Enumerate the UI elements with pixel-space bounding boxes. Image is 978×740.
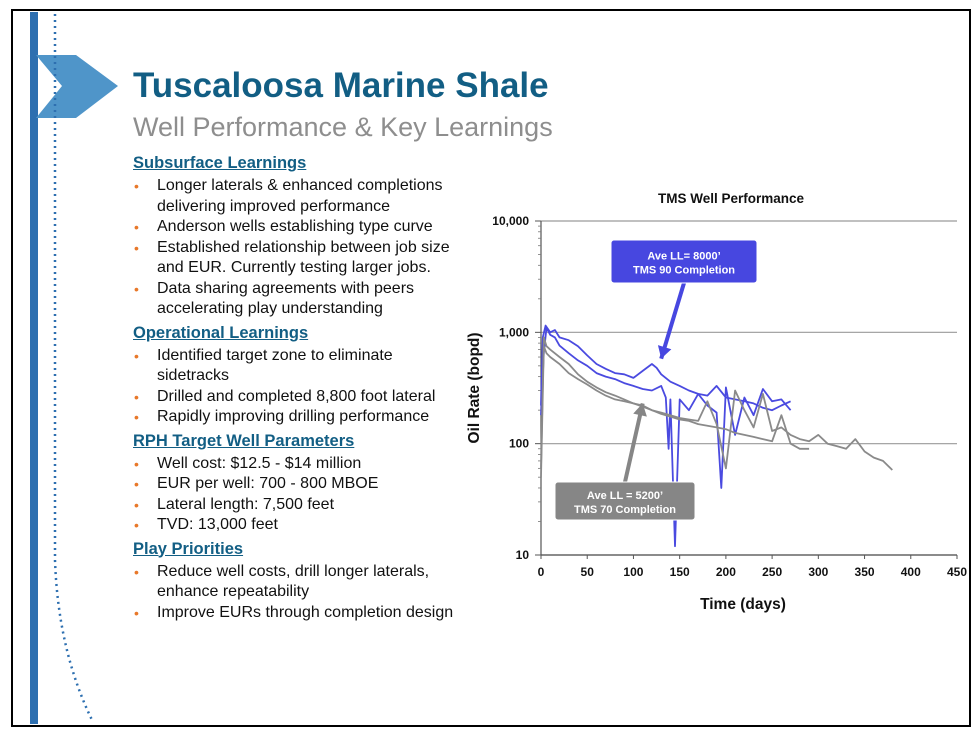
slide-title: Tuscaloosa Marine Shale (133, 66, 549, 105)
section-play-priorities: Play Priorities Reduce well costs, drill… (133, 539, 463, 624)
bullet-item: Well cost: $12.5 - $14 million (133, 454, 463, 475)
callout-line2: TMS 70 Completion (574, 504, 676, 516)
bullet-list: Reduce well costs, drill longer laterals… (133, 562, 463, 624)
bullet-item: Longer laterals & enhanced completions d… (133, 176, 463, 217)
bullet-item: Reduce well costs, drill longer laterals… (133, 562, 463, 603)
callout-box (610, 239, 758, 284)
bullet-item: EUR per well: 700 - 800 MBOE (133, 474, 463, 495)
x-tick-label: 350 (855, 565, 875, 579)
x-tick-label: 150 (670, 565, 690, 579)
x-tick-label: 0 (538, 565, 545, 579)
callout-line2: TMS 90 Completion (633, 265, 735, 277)
x-tick-label: 200 (716, 565, 736, 579)
series-line-gray (540, 345, 810, 478)
x-tick-label: 450 (947, 565, 967, 579)
callout-arrow-line (623, 402, 645, 483)
y-tick-label: 10 (516, 548, 530, 562)
section-heading: Play Priorities (133, 539, 244, 558)
section-heading: Operational Learnings (133, 323, 309, 342)
bullet-item: Lateral length: 7,500 feet (133, 495, 463, 516)
x-axis-label: Time (days) (700, 596, 786, 613)
y-axis-label: Oil Rate (bopd) (466, 332, 483, 443)
callout-arrow-head (633, 403, 647, 417)
series-line-blue (540, 326, 792, 548)
callout-arrow-line (659, 282, 686, 360)
bullet-item: Data sharing agreements with peers accel… (133, 279, 463, 320)
bullet-list: Longer laterals & enhanced completions d… (133, 176, 463, 320)
section-heading: Subsurface Learnings (133, 154, 307, 172)
bullet-list: Well cost: $12.5 - $14 million EUR per w… (133, 454, 463, 536)
bullet-item: Improve EURs through completion design (133, 603, 463, 624)
series-line-gray (540, 336, 893, 471)
y-tick-label: 1,000 (499, 325, 529, 339)
y-tick-label: 100 (509, 437, 529, 451)
brand-chevron-decoration (30, 12, 118, 724)
slide-subtitle: Well Performance & Key Learnings (133, 112, 553, 142)
bullet-item: Established relationship between job siz… (133, 238, 463, 279)
section-heading: RPH Target Well Parameters (133, 431, 355, 450)
x-tick-label: 250 (762, 565, 782, 579)
bullet-item: Anderson wells establishing type curve (133, 217, 463, 238)
bullet-list: Identified target zone to eliminate side… (133, 346, 463, 428)
callout-arrow-head (657, 345, 672, 359)
y-tick-label: 10,000 (492, 214, 529, 228)
section-subsurface: Subsurface Learnings Longer laterals & e… (133, 153, 463, 320)
bullet-item: Drilled and completed 8,800 foot lateral (133, 387, 463, 408)
x-tick-label: 100 (623, 565, 643, 579)
callout-box (554, 481, 696, 521)
x-tick-label: 300 (808, 565, 828, 579)
chart-title: TMS Well Performance (658, 191, 805, 206)
x-tick-label: 50 (581, 565, 595, 579)
bullet-item: TVD: 13,000 feet (133, 515, 463, 536)
callout-line1: Ave LL = 5200’ (587, 490, 663, 502)
x-tick-label: 400 (901, 565, 921, 579)
callout-line1: Ave LL= 8000’ (647, 251, 720, 263)
bullet-item: Identified target zone to eliminate side… (133, 346, 463, 387)
section-operational: Operational Learnings Identified target … (133, 323, 463, 428)
learnings-column: Subsurface Learnings Longer laterals & e… (133, 152, 463, 626)
bullet-item: Rapidly improving drilling performance (133, 407, 463, 428)
section-target-parameters: RPH Target Well Parameters Well cost: $1… (133, 431, 463, 536)
